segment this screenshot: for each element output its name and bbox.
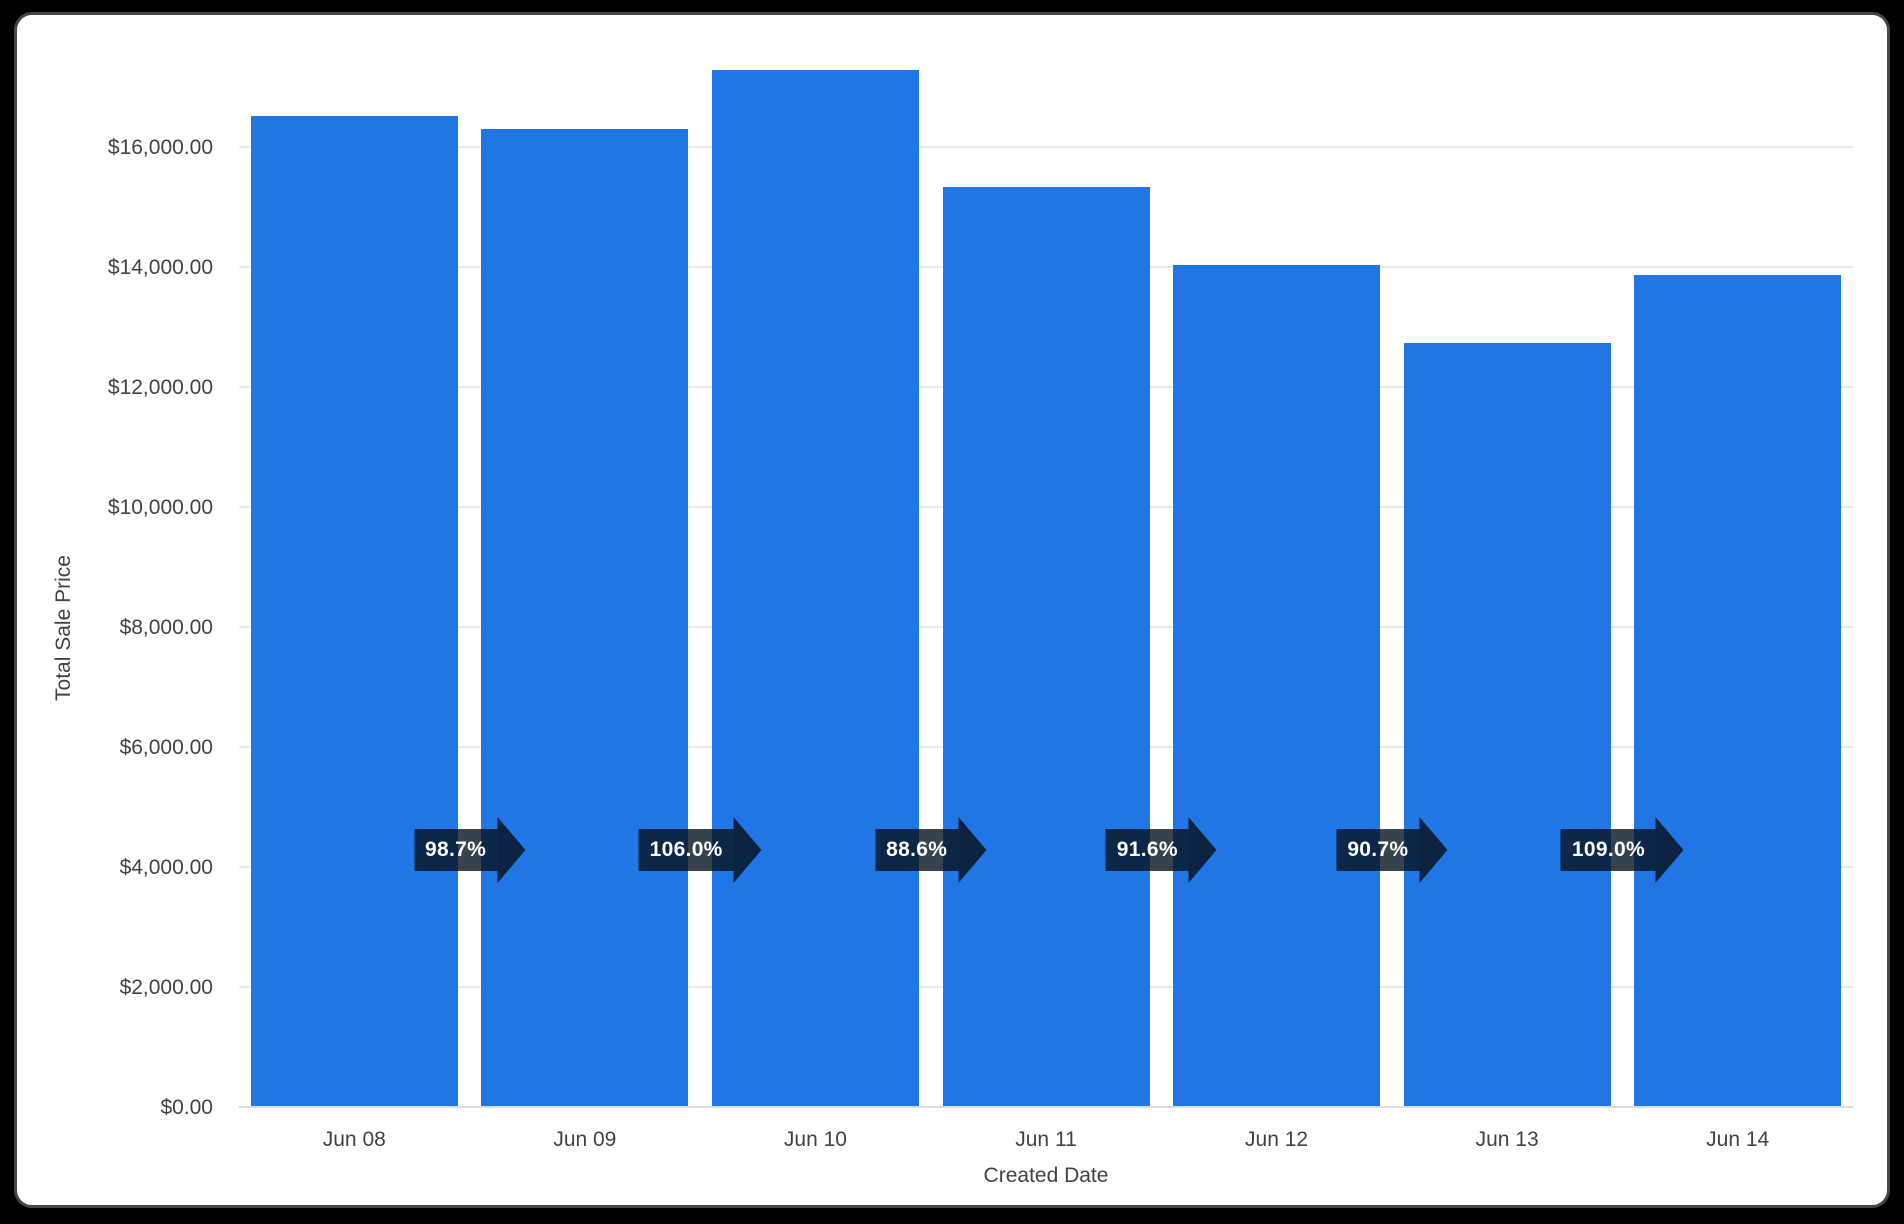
growth-percentage-label: 88.6% xyxy=(875,829,959,871)
x-tick-label-jun-14: Jun 14 xyxy=(1706,1128,1770,1151)
x-tick-label-jun-11: Jun 11 xyxy=(1015,1128,1077,1151)
x-tick-label-jun-13: Jun 13 xyxy=(1475,1128,1539,1151)
growth-percentage-label: 109.0% xyxy=(1560,829,1656,871)
y-tick-label-5: $10,000.00 xyxy=(107,496,213,519)
bar-jun-08[interactable] xyxy=(250,116,458,1106)
bar-jun-09[interactable] xyxy=(481,128,689,1106)
arrow-right-icon xyxy=(958,817,987,883)
arrow-right-icon xyxy=(1419,817,1448,883)
growth-arrow-jun-08-to-jun-09: 98.7% xyxy=(414,817,526,883)
y-tick-label-0: $0.00 xyxy=(160,1096,213,1119)
arrow-right-icon xyxy=(497,817,526,883)
chart-card: 98.7% 106.0% 88.6% 91.6% 90.7% 109.0% $0.00 $2… xyxy=(14,12,1890,1208)
growth-percentage-label: 106.0% xyxy=(638,829,734,871)
x-tick-label-jun-12: Jun 12 xyxy=(1245,1128,1309,1151)
growth-percentage-label: 98.7% xyxy=(414,829,498,871)
x-tick-label-jun-08: Jun 08 xyxy=(322,1128,386,1151)
arrow-right-icon xyxy=(1655,817,1684,883)
bar-jun-12[interactable] xyxy=(1173,264,1381,1106)
x-tick-label-jun-10: Jun 10 xyxy=(783,1128,847,1151)
growth-arrow-jun-11-to-jun-12: 91.6% xyxy=(1105,817,1217,883)
x-tick-label-jun-09: Jun 09 xyxy=(553,1128,617,1151)
bar-jun-11[interactable] xyxy=(942,187,1150,1106)
y-axis-title: Total Sale Price xyxy=(52,555,75,701)
y-tick-label-6: $12,000.00 xyxy=(107,376,213,399)
growth-arrow-jun-13-to-jun-14: 109.0% xyxy=(1560,817,1684,883)
x-axis-title: Created Date xyxy=(983,1164,1109,1187)
gridline-16000 xyxy=(239,146,1853,148)
bar-jun-14[interactable] xyxy=(1634,274,1842,1106)
growth-arrow-jun-10-to-jun-11: 88.6% xyxy=(875,817,987,883)
y-tick-label-3: $6,000.00 xyxy=(119,736,213,759)
bar-jun-13[interactable] xyxy=(1403,343,1611,1106)
growth-arrow-jun-09-to-jun-10: 106.0% xyxy=(638,817,762,883)
growth-percentage-label: 90.7% xyxy=(1336,829,1420,871)
arrow-right-icon xyxy=(1188,817,1217,883)
y-tick-label-8: $16,000.00 xyxy=(107,136,213,159)
bar-jun-10[interactable] xyxy=(711,69,919,1106)
plot-area: 98.7% 106.0% 88.6% 91.6% 90.7% 109.0% xyxy=(239,28,1853,1108)
y-tick-label-4: $8,000.00 xyxy=(119,616,213,639)
y-tick-label-2: $4,000.00 xyxy=(119,856,213,879)
y-tick-label-1: $2,000.00 xyxy=(119,976,213,999)
arrow-right-icon xyxy=(733,817,762,883)
y-tick-label-7: $14,000.00 xyxy=(107,256,213,279)
x-axis-baseline xyxy=(239,1106,1853,1108)
growth-arrow-jun-12-to-jun-13: 90.7% xyxy=(1336,817,1448,883)
growth-percentage-label: 91.6% xyxy=(1105,829,1189,871)
